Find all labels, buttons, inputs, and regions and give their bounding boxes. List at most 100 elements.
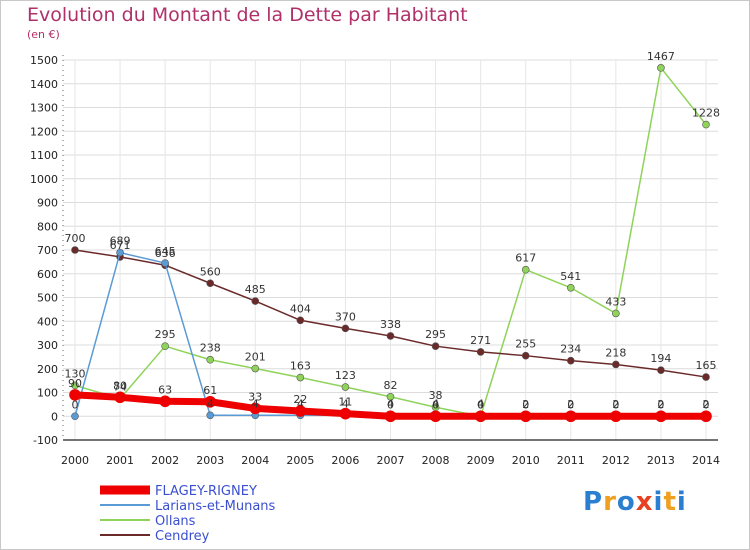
data-label: 130 [65,367,86,380]
data-label: 295 [155,328,176,341]
data-point [386,332,395,340]
data-label: 404 [290,302,311,315]
x-tick-label: 2008 [422,454,450,467]
legend-entry: Larians-et-Munans [155,499,276,514]
data-point [206,279,215,288]
legend-entry: Cendrey [155,529,210,544]
data-label: 645 [155,245,176,258]
data-label: 636 [155,247,176,260]
y-tick-label: 300 [37,339,58,352]
y-tick-label: 400 [37,315,58,328]
data-point [612,360,620,369]
data-point [341,383,350,391]
x-tick-label: 2003 [196,454,224,467]
data-point [700,410,712,423]
data-label: 218 [605,346,626,359]
data-label: 485 [245,283,266,296]
logo-letter: x [635,487,654,517]
data-label: 617 [515,252,536,265]
x-tick-label: 2014 [692,454,720,467]
data-label: 238 [200,342,221,355]
logo-letter: r [603,487,617,517]
data-label: 2 [612,398,619,411]
data-point [206,411,215,420]
data-label: 0 [567,398,574,411]
data-point [566,356,575,365]
y-tick-label: 1100 [30,149,58,162]
data-point [429,410,442,423]
data-label: 0 [657,398,664,411]
y-tick-label: -100 [33,434,58,447]
data-point [296,373,305,382]
data-point [249,402,262,415]
y-tick-label: 800 [37,220,58,233]
data-point [519,410,532,423]
data-label: 0 [612,398,619,411]
data-label: 90 [68,377,82,390]
data-label: 560 [200,265,221,278]
data-label: 80 [113,379,127,392]
logo-letter: t [663,487,677,517]
data-label: 2 [703,398,710,411]
logo-letter: i [653,487,664,517]
y-tick-label: 1400 [30,78,58,91]
x-tick-label: 2005 [286,454,314,467]
data-label: 295 [425,328,446,341]
data-point [657,366,665,374]
data-label: 38 [429,389,443,402]
chart-title: Evolution du Montant de la Dette par Hab… [27,4,468,26]
data-point [116,248,124,257]
data-label: 163 [290,360,311,373]
data-point [657,64,665,72]
data-point [251,297,260,305]
data-point [71,246,79,254]
logo-letter: P [583,487,604,517]
legend: FLAGEY-RIGNEYLarians-et-MunansOllansCend… [100,484,276,544]
data-label: 338 [380,318,401,331]
data-label: 2 [657,398,664,411]
x-tick-label: 2006 [331,454,359,467]
data-point [384,410,397,423]
data-label: 194 [650,352,671,365]
legend-entry: FLAGEY-RIGNEY [155,484,257,499]
x-tick-label: 2012 [602,454,630,467]
data-point [431,342,440,350]
data-label: 4 [207,397,214,410]
data-point [161,259,169,267]
data-point [251,364,260,373]
data-label: 4 [252,397,259,410]
data-point [702,120,710,129]
y-tick-label: 500 [37,292,58,305]
data-point [566,283,575,292]
data-label: 1228 [692,107,720,120]
data-point [71,412,79,421]
data-label: 0 [522,398,529,411]
data-label: 4 [387,397,394,410]
data-label: 433 [605,295,626,308]
data-label: 123 [335,369,356,382]
data-label: 4 [342,397,349,410]
data-label: 700 [65,232,86,245]
x-tick-label: 2000 [61,454,89,467]
data-label: 0 [432,398,439,411]
data-point [204,395,217,408]
data-label: 33 [248,390,262,403]
data-label: 0 [703,398,710,411]
data-label: 201 [245,351,266,364]
data-label: 4 [432,397,439,410]
data-label: 2 [567,398,574,411]
data-point [206,355,215,364]
y-tick-label: 900 [37,197,58,210]
data-point [69,389,81,401]
data-label: 2 [522,398,529,411]
x-tick-label: 2004 [241,454,269,467]
data-label: 63 [158,383,172,396]
data-label: 0 [72,398,79,411]
data-point [474,410,487,423]
data-label: 4 [297,397,304,410]
data-point [564,410,577,423]
y-tick-label: 1200 [30,125,58,138]
data-point [610,410,622,423]
y-tick-label: 1500 [30,54,58,67]
